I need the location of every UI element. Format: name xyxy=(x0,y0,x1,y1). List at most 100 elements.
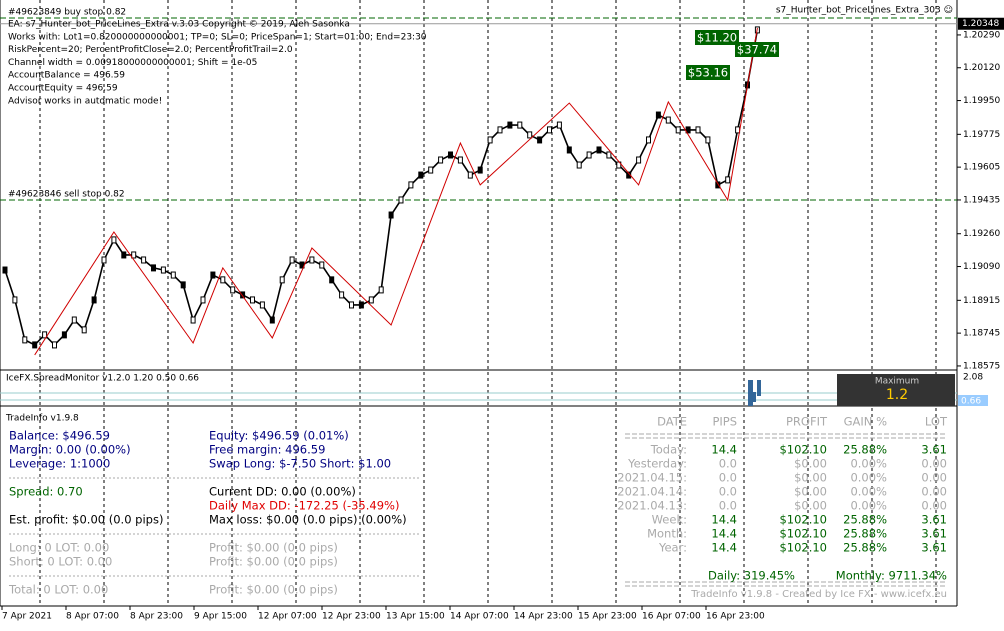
trade-info-text: $0.00 xyxy=(794,457,827,471)
ea-comment: Channel width = 0.00918000000000001; Shi… xyxy=(8,58,257,68)
candle xyxy=(576,161,582,169)
y-tick-label: 1.19605 xyxy=(963,163,1000,173)
trade-info-text: 25.88% xyxy=(843,541,887,555)
candle xyxy=(349,301,354,309)
profit-tag: $37.74 xyxy=(737,43,777,57)
candle xyxy=(240,291,246,299)
trade-info-text: 2021.04.13: xyxy=(617,499,687,513)
candle xyxy=(665,116,671,124)
candle xyxy=(250,296,255,304)
trade-info-text: 3.61 xyxy=(921,443,947,457)
trade-info-text: Current DD: 0.00 (0.00%) xyxy=(209,485,356,499)
candle xyxy=(71,316,77,324)
trade-info-text: 0.00% xyxy=(850,471,887,485)
trade-info-text: Leverage: 1:1000 xyxy=(9,457,110,471)
trade-info-text: $102.10 xyxy=(779,527,827,541)
order-label: #49623849 buy stop 0.82 xyxy=(8,7,126,17)
candle xyxy=(190,316,196,324)
trade-info-text: PROFIT xyxy=(786,415,828,429)
x-tick-label: 14 Apr 23:00 xyxy=(514,612,573,622)
max-box xyxy=(837,374,955,406)
trade-info-text: Est. profit: $0.00 (0.0 pips) xyxy=(9,513,163,527)
profit-tag-bg xyxy=(735,42,779,57)
trade-info-text: 0.00 xyxy=(921,471,947,485)
candle xyxy=(309,256,315,264)
trade-info-text: 0.00% xyxy=(850,485,887,499)
y-tick-label: 1.19775 xyxy=(963,130,1000,140)
x-tick-label: 12 Apr 23:00 xyxy=(322,612,381,622)
candle xyxy=(457,156,463,164)
candle xyxy=(685,126,691,134)
trade-info-text: 0.00 xyxy=(921,499,947,513)
candle xyxy=(339,291,345,299)
x-tick-label: 15 Apr 23:00 xyxy=(578,612,637,622)
trade-info-text: DATE xyxy=(657,415,687,429)
trade-info-text: 0.0 xyxy=(719,457,737,471)
trade-info-text: $102.10 xyxy=(779,541,827,555)
ea-comment: AccountBalance = 496.59 xyxy=(8,71,125,81)
candle xyxy=(586,151,592,159)
trade-info-text: Yesterday: xyxy=(627,457,687,471)
trade-info-text: 0.00 xyxy=(921,485,947,499)
candle xyxy=(438,156,444,164)
candle xyxy=(230,286,236,294)
trade-info-text: Margin: 0.00 (0.00%) xyxy=(9,443,131,457)
trade-info-text: Week: xyxy=(652,513,687,527)
trade-info-text: PIPS xyxy=(712,415,737,429)
x-tick-label: 16 Apr 23:00 xyxy=(706,612,765,622)
candle xyxy=(259,301,265,309)
trade-info-text: 25.88% xyxy=(843,443,887,457)
trade-info-text: 3.61 xyxy=(921,513,947,527)
trade-info-text: 0.00% xyxy=(850,499,887,513)
candle xyxy=(141,256,147,264)
ea-comment: EA: s7_Hunter_bot_PriceLines_Extra v.3.0… xyxy=(8,20,350,30)
x-tick-label: 9 Apr 15:00 xyxy=(194,612,247,622)
candle xyxy=(695,126,701,134)
indicator-current: 0.66 xyxy=(961,397,981,407)
ea-comment: Works with: Lot1=0.820000000000001; TP=0… xyxy=(8,32,427,42)
candle xyxy=(101,256,107,264)
candle xyxy=(200,296,206,304)
candle xyxy=(269,316,275,324)
indicator-current-bg xyxy=(958,395,988,406)
candle xyxy=(279,276,285,284)
trade-info-text: 3.61 xyxy=(921,541,947,555)
ea-comment: AccountEquity = 496.59 xyxy=(8,84,118,94)
max-value: 1.2 xyxy=(886,387,908,403)
candle xyxy=(180,281,186,289)
candle xyxy=(408,181,414,189)
x-tick-label: 7 Apr 2021 xyxy=(2,612,52,622)
candle xyxy=(329,276,335,284)
candle xyxy=(12,296,18,304)
trade-info-panel: TradeInfo v1.9.8 Balance: $496.59Margin: … xyxy=(5,414,948,601)
candle xyxy=(170,271,176,279)
y-tick-label: 1.18745 xyxy=(963,329,1000,339)
x-tick-label: 16 Apr 07:00 xyxy=(642,612,701,622)
profit-tag: $53.16 xyxy=(688,66,728,80)
profit-tag-bg xyxy=(686,65,730,80)
trade-info-text: Balance: $496.59 xyxy=(9,429,110,443)
trade-info-text: 14.4 xyxy=(711,541,737,555)
candle xyxy=(517,121,523,129)
trade-info-text: 0.00% xyxy=(850,457,887,471)
trade-info-text: Month: xyxy=(647,527,687,541)
candle xyxy=(52,341,57,349)
x-tick-label: 13 Apr 15:00 xyxy=(386,612,445,622)
candle xyxy=(111,236,117,244)
candle xyxy=(556,121,562,129)
chart-title: s7_Hunter_bot_PriceLines_Extra_303 ☺ xyxy=(776,5,953,16)
trade-info-text: 14.4 xyxy=(711,527,737,541)
trade-info-text: GAIN % xyxy=(844,415,887,429)
candle xyxy=(725,176,731,184)
candle xyxy=(428,166,434,174)
y-tick-label: 1.18575 xyxy=(963,361,1000,371)
candle xyxy=(2,266,8,274)
trade-info-text: $0.00 xyxy=(794,471,827,485)
trade-info-text: Long: 0 LOT: 0.00 xyxy=(9,541,109,555)
candle xyxy=(131,251,137,259)
candle xyxy=(596,146,602,154)
profit-tag: $11.20 xyxy=(697,31,737,45)
zigzag-line xyxy=(34,27,758,356)
